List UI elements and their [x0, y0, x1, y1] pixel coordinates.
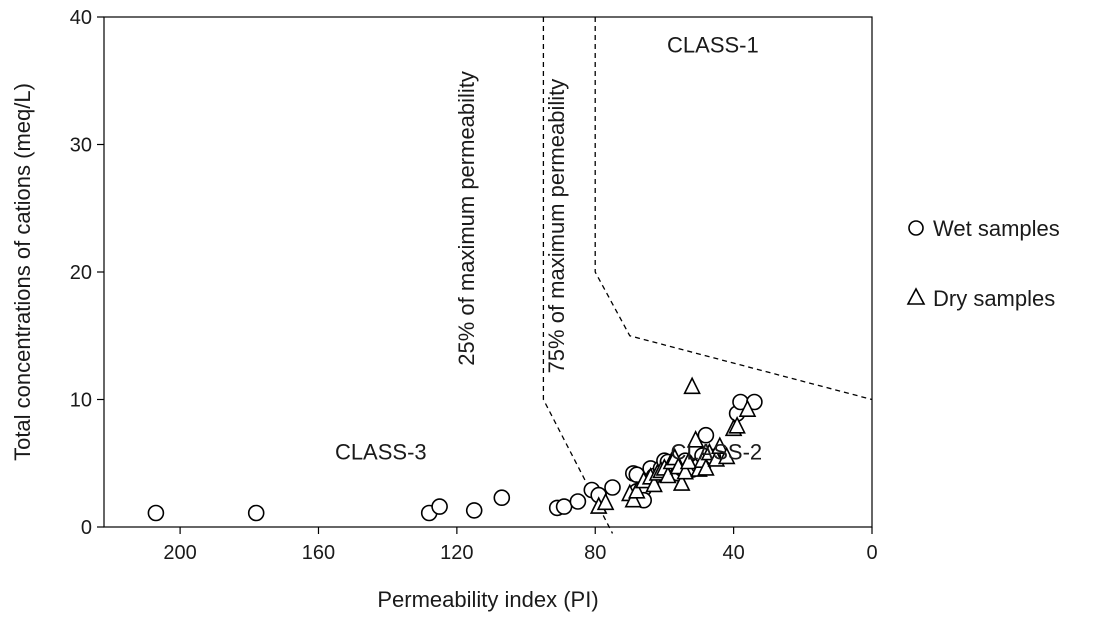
dry-sample-point	[628, 481, 646, 499]
dry-sample-point	[697, 458, 715, 476]
y-tick-label: 40	[70, 7, 92, 29]
x-axis: 200 160 120 80 40 0	[163, 527, 878, 564]
dry-sample-point	[711, 436, 729, 455]
dry-sample-point	[717, 446, 736, 465]
x-tick-label: 0	[866, 542, 877, 564]
x-tick-label: 160	[302, 542, 335, 564]
dry-sample-point	[659, 465, 677, 484]
wet-sample-point	[697, 426, 715, 444]
x-axis-label: Permeability index (PI)	[377, 587, 598, 612]
legend-label-dry: Dry samples	[933, 286, 1055, 311]
legend: Wet samples Dry samples	[906, 216, 1060, 311]
y-axis: 0 10 20 30 40	[70, 7, 104, 539]
plot-area: CLASS-1 CLASS-2 CLASS-3 25% of maximum perm…	[103, 16, 873, 534]
dry-sample-point	[676, 461, 694, 480]
triangle-marker-icon	[906, 287, 926, 305]
x-tick-label: 120	[440, 542, 473, 564]
dry-sample-point	[686, 430, 705, 448]
data-markers	[147, 376, 763, 522]
dry-sample-point	[596, 492, 615, 511]
boundary-line	[594, 17, 873, 401]
wet-sample-point	[493, 489, 511, 507]
x-tick-label: 80	[584, 542, 606, 564]
annotations: CLASS-1 CLASS-2 CLASS-3 25% of maximum perm…	[335, 33, 762, 465]
wet-sample-point	[604, 479, 621, 496]
boundary-line	[542, 17, 614, 534]
wet-sample-point	[247, 504, 265, 522]
wet-sample-point	[147, 504, 165, 522]
y-axis-label: Total concentrations of cations (meq/L)	[10, 83, 35, 461]
dry-sample-point	[645, 474, 663, 493]
wet-sample-point	[555, 498, 573, 515]
dry-sample-point	[672, 473, 691, 491]
annotation-label: 75% of maximum permeability	[544, 79, 569, 374]
y-tick-label: 10	[70, 390, 92, 412]
dry-sample-point	[728, 416, 746, 434]
y-tick-label: 20	[70, 262, 92, 284]
boundary-lines	[542, 17, 873, 534]
circle-marker-icon	[908, 220, 924, 236]
annotation-label: CLASS-2	[670, 439, 762, 464]
dry-sample-point	[738, 399, 757, 418]
dry-sample-point	[683, 376, 701, 395]
annotation-label: 25% of maximum permeability	[454, 71, 479, 366]
y-tick-label: 0	[81, 517, 92, 539]
legend-label-wet: Wet samples	[933, 216, 1060, 241]
dry-sample-point	[679, 451, 698, 470]
wet-sample-point	[465, 502, 483, 519]
wet-sample-point	[431, 498, 448, 515]
legend-item-dry-samples: Dry samples	[906, 286, 1055, 311]
wet-sample-point	[569, 493, 587, 510]
legend-item-wet-samples: Wet samples	[908, 216, 1060, 241]
dry-sample-point	[624, 489, 643, 508]
annotation-label: CLASS-1	[667, 33, 759, 58]
annotation-label: CLASS-3	[335, 439, 427, 464]
x-tick-label: 40	[722, 542, 744, 564]
y-tick-label: 30	[70, 135, 92, 157]
x-tick-label: 200	[163, 542, 196, 564]
